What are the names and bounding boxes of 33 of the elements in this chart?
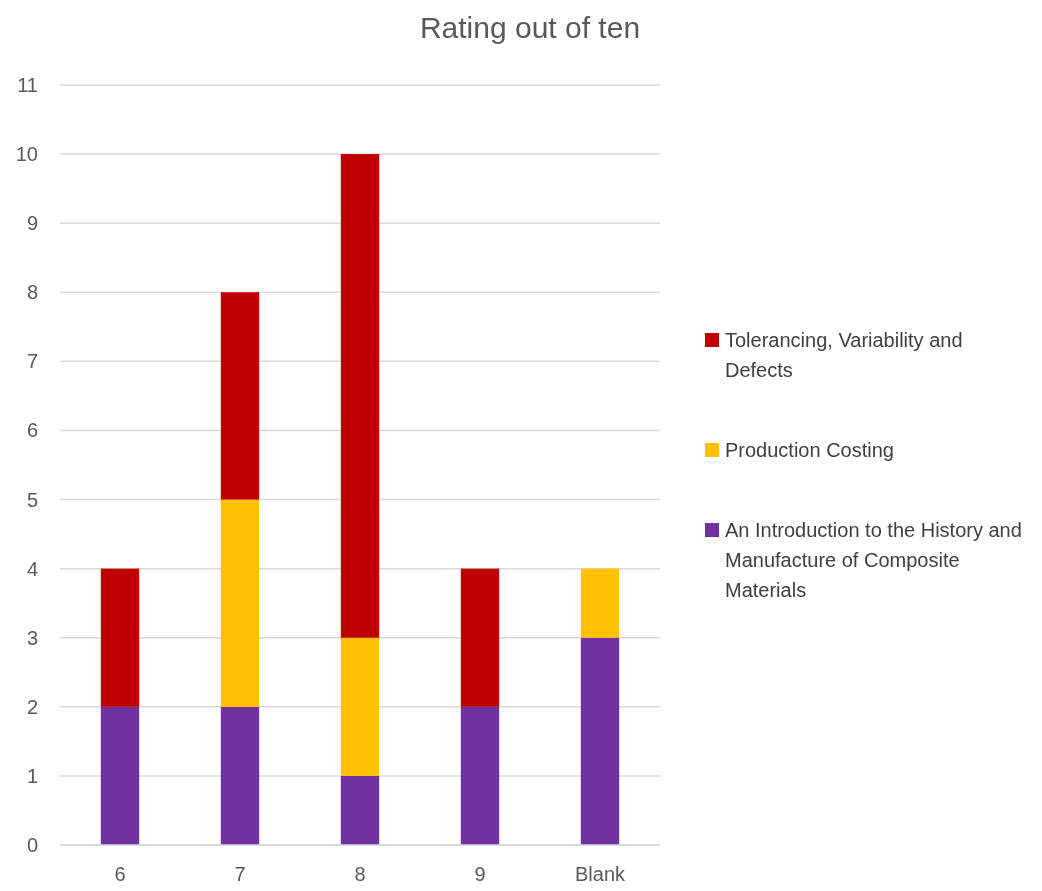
bar xyxy=(580,637,620,845)
bar xyxy=(100,706,140,845)
bar xyxy=(220,292,260,500)
bar xyxy=(220,706,260,845)
y-tick-label: 6 xyxy=(26,419,38,442)
x-tick-label: Blank xyxy=(574,863,627,885)
y-tick-label: 7 xyxy=(26,350,38,373)
legend-label: Tolerancing, Variability and Defects xyxy=(725,329,963,381)
y-tick-label: 5 xyxy=(26,488,38,511)
x-tick-label: 7 xyxy=(234,863,246,885)
y-tick-label: 11 xyxy=(17,74,38,96)
y-tick-label: 10 xyxy=(15,143,38,166)
y-tick-label: 8 xyxy=(26,281,38,304)
legend-label: An Introduction to the History and Manufacture of Composite Materials xyxy=(725,519,1022,601)
bar xyxy=(340,637,380,776)
y-tick-label: 1 xyxy=(26,764,38,787)
legend-label: Production Costing xyxy=(725,439,894,461)
y-tick-label: 9 xyxy=(26,212,38,235)
bar xyxy=(340,775,380,845)
chart-title: Rating out of ten xyxy=(419,11,641,44)
y-tick-label: 4 xyxy=(26,557,38,580)
bar xyxy=(580,568,620,638)
bar xyxy=(460,568,500,707)
bar xyxy=(220,499,260,707)
y-tick-label: 3 xyxy=(26,626,38,649)
bar xyxy=(340,154,380,638)
y-tick-label: 2 xyxy=(26,695,38,718)
bar xyxy=(460,706,500,845)
x-tick-label: 9 xyxy=(474,863,486,885)
bar xyxy=(100,568,140,707)
x-tick-label: 6 xyxy=(114,863,126,885)
y-tick-label: 0 xyxy=(26,834,38,856)
x-tick-label: 8 xyxy=(354,863,366,885)
